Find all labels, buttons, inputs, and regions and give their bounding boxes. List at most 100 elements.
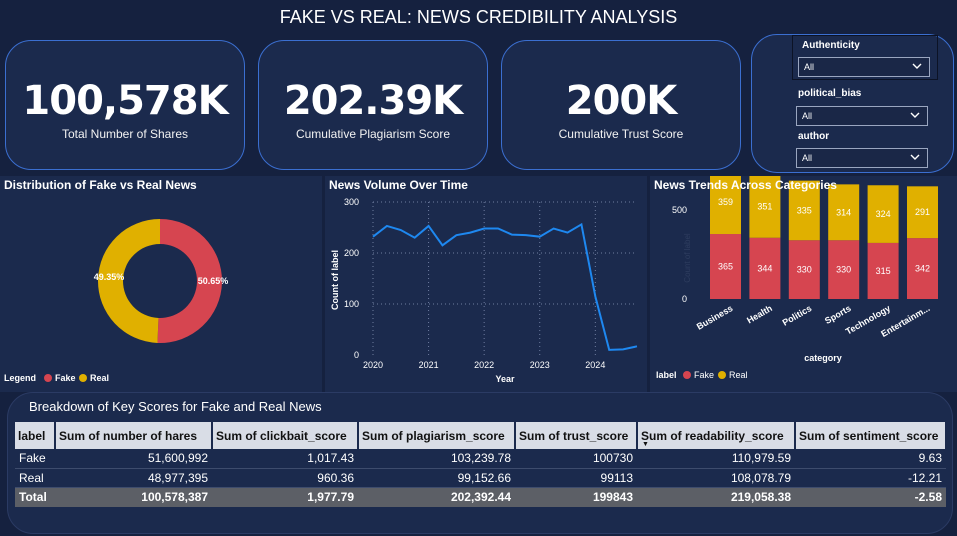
y-axis-label: Count of label (330, 250, 340, 310)
column-header-readability[interactable]: Sum of readability_score ▼ (637, 422, 796, 449)
bar-data-label: 344 (757, 263, 772, 273)
column-header-shares[interactable]: Sum of number of hares (55, 422, 213, 449)
donut-title: Distribution of Fake vs Real News (4, 178, 197, 192)
bar-data-label: 365 (718, 262, 733, 272)
bar-data-label: 359 (718, 197, 733, 207)
filters-panel: Authenticity All political_bias All auth… (751, 34, 954, 173)
filter-label-political-bias: political_bias (798, 88, 862, 99)
y-axis-label: Count of label (683, 233, 692, 283)
legend-item-real[interactable]: Real (90, 373, 109, 383)
kpi-value: 100,578K (22, 78, 228, 124)
bar-segment-real[interactable] (710, 176, 741, 235)
chevron-down-icon (910, 112, 920, 118)
kpi-value: 200K (565, 78, 678, 124)
y-tick-label: 300 (344, 197, 359, 207)
line-panel: 0 100 200 300 2020 2021 2022 2023 2024 Year Cou… (325, 176, 647, 392)
kpi-label: Cumulative Plagiarism Score (295, 127, 451, 141)
column-header-label[interactable]: label (15, 422, 56, 449)
bar-segment-fake[interactable] (788, 240, 820, 299)
slice-label-real: 49.35% (94, 272, 125, 282)
bar-segment-fake[interactable] (867, 242, 899, 299)
donut-slice-fake[interactable] (157, 219, 223, 343)
cell-plagiarism: 202,392.44 (358, 487, 515, 507)
column-header-sentiment[interactable]: Sum of sentiment_score (795, 422, 947, 449)
y-tick-label: 100 (344, 299, 359, 309)
select-value: All (802, 111, 813, 121)
kpi-card-plagiarism[interactable]: 202.39K Cumulative Plagiarism Score (258, 40, 488, 170)
cell-shares: 48,977,395 (55, 468, 212, 488)
x-tick-label: 2021 (419, 360, 439, 370)
x-axis-label: Year (495, 374, 515, 384)
political-bias-select[interactable]: All (796, 106, 928, 126)
author-select[interactable]: All (796, 148, 928, 168)
legend-item-fake[interactable]: Fake (694, 370, 714, 380)
chevron-down-icon (910, 154, 920, 160)
column-header-plagiarism[interactable]: Sum of plagiarism_score (358, 422, 516, 449)
legend-title: label (656, 370, 677, 380)
authenticity-select[interactable]: All (798, 57, 930, 77)
y-tick-label: 500 (672, 205, 687, 215)
y-tick-label: 200 (344, 248, 359, 258)
cell-trust: 199843 (515, 487, 637, 507)
kpi-card-trust[interactable]: 200K Cumulative Trust Score (501, 40, 741, 170)
bar-segment-fake[interactable] (907, 238, 938, 299)
x-tick-label: 2022 (474, 360, 494, 370)
y-tick-label: 0 (682, 294, 687, 304)
bar-chart: 0 500 365 359 344 351 330 335 330 314 315 324 342 29… (656, 176, 938, 380)
bar-segment-real[interactable] (907, 186, 938, 239)
bar-segment-fake[interactable] (749, 237, 781, 299)
bar-segment-real[interactable] (828, 184, 860, 241)
cell-readability: 108,078.79 (637, 468, 795, 488)
bar-segment-real[interactable] (749, 176, 781, 238)
cell-label: Total (15, 487, 55, 507)
donut-slice-real[interactable] (98, 219, 160, 343)
kpi-card-total-shares[interactable]: 100,578K Total Number of Shares (5, 40, 245, 170)
cell-clickbait: 1,977.79 (212, 487, 358, 507)
x-tick-label: Health (745, 303, 774, 325)
sort-descending-icon[interactable]: ▼ (642, 441, 649, 448)
dashboard-title: FAKE VS REAL: NEWS CREDIBILITY ANALYSIS (279, 7, 678, 27)
chevron-down-icon (912, 63, 922, 69)
bar-title: News Trends Across Categories (654, 178, 837, 192)
legend-title: Legend (4, 373, 36, 383)
bar-data-label: 291 (915, 207, 930, 217)
cell-sentiment: 9.63 (795, 449, 946, 469)
bar-segment-fake[interactable] (828, 240, 860, 299)
bar-segment-real[interactable] (788, 180, 820, 241)
column-header-trust[interactable]: Sum of trust_score (515, 422, 638, 449)
column-header-clickbait[interactable]: Sum of clickbait_score (212, 422, 359, 449)
kpi-label: Cumulative Trust Score (558, 127, 684, 141)
table-row[interactable]: Real 48,977,395 960.36 99,152.66 99113 1… (15, 468, 946, 488)
scores-table-panel: Breakdown of Key Scores for Fake and Rea… (7, 392, 953, 534)
scores-table: label Sum of number of hares Sum of clic… (15, 422, 947, 507)
line-title: News Volume Over Time (329, 178, 468, 192)
legend-swatch-fake (683, 371, 691, 379)
cell-plagiarism: 103,239.78 (358, 449, 515, 469)
cell-readability: 219,058.38 (637, 487, 795, 507)
table-header-row: label Sum of number of hares Sum of clic… (15, 422, 947, 449)
legend-item-real[interactable]: Real (729, 370, 748, 380)
cell-clickbait: 1,017.43 (212, 449, 358, 469)
donut-chart: 50.65% 49.35% Legend Fake Real (4, 219, 228, 383)
series-line (372, 222, 638, 351)
kpi-label: Total Number of Shares (61, 127, 189, 141)
x-tick-label: Politics (781, 303, 814, 328)
table-row[interactable]: Fake 51,600,992 1,017.43 103,239.78 1007… (15, 449, 946, 469)
legend-item-fake[interactable]: Fake (55, 373, 76, 383)
bar-data-label: 351 (757, 202, 772, 212)
filter-label-author: author (798, 131, 830, 142)
line-chart: 0 100 200 300 2020 2021 2022 2023 2024 Year Cou… (330, 197, 638, 384)
bar-data-label: 342 (915, 264, 930, 274)
bar-segment-real[interactable] (867, 185, 899, 243)
column-header-text: Sum of readability_score (641, 428, 784, 443)
cell-trust: 100730 (515, 449, 637, 469)
cell-sentiment: -2.58 (795, 487, 946, 507)
x-tick-label: Sports (823, 303, 853, 326)
bar-data-label: 330 (797, 265, 812, 275)
x-tick-label: 2023 (530, 360, 550, 370)
bar-segment-fake[interactable] (710, 234, 741, 299)
filter-label-authenticity: Authenticity (802, 40, 860, 51)
legend-swatch-fake (44, 374, 52, 382)
x-axis-label: category (804, 353, 842, 363)
legend-swatch-real (79, 374, 87, 382)
